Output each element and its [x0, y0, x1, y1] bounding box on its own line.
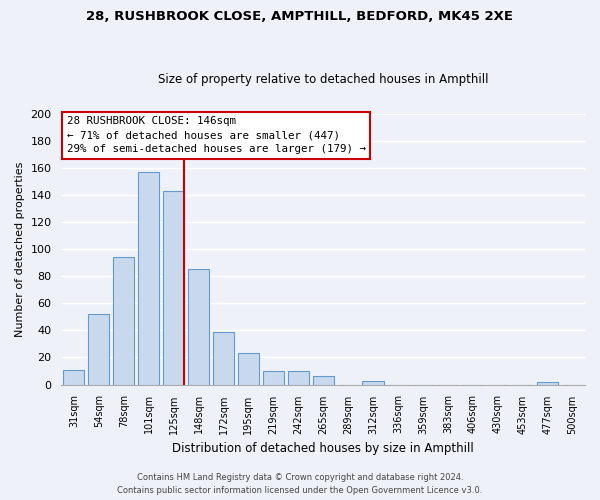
Text: 28 RUSHBROOK CLOSE: 146sqm
← 71% of detached houses are smaller (447)
29% of sem: 28 RUSHBROOK CLOSE: 146sqm ← 71% of deta… [67, 116, 365, 154]
Bar [287, 371, 309, 384]
Bar [188, 270, 209, 384]
Bar [113, 257, 134, 384]
Bar [537, 382, 558, 384]
X-axis label: Distribution of detached houses by size in Ampthill: Distribution of detached houses by size … [172, 442, 474, 455]
Bar [238, 354, 259, 384]
Bar [313, 376, 334, 384]
Bar [138, 172, 159, 384]
Bar [362, 380, 383, 384]
Text: 28, RUSHBROOK CLOSE, AMPTHILL, BEDFORD, MK45 2XE: 28, RUSHBROOK CLOSE, AMPTHILL, BEDFORD, … [86, 10, 514, 23]
Bar [88, 314, 109, 384]
Bar [163, 191, 184, 384]
Bar [63, 370, 85, 384]
Title: Size of property relative to detached houses in Ampthill: Size of property relative to detached ho… [158, 73, 488, 86]
Bar [263, 371, 284, 384]
Bar [213, 332, 234, 384]
Y-axis label: Number of detached properties: Number of detached properties [15, 162, 25, 337]
Text: Contains HM Land Registry data © Crown copyright and database right 2024.
Contai: Contains HM Land Registry data © Crown c… [118, 473, 482, 495]
